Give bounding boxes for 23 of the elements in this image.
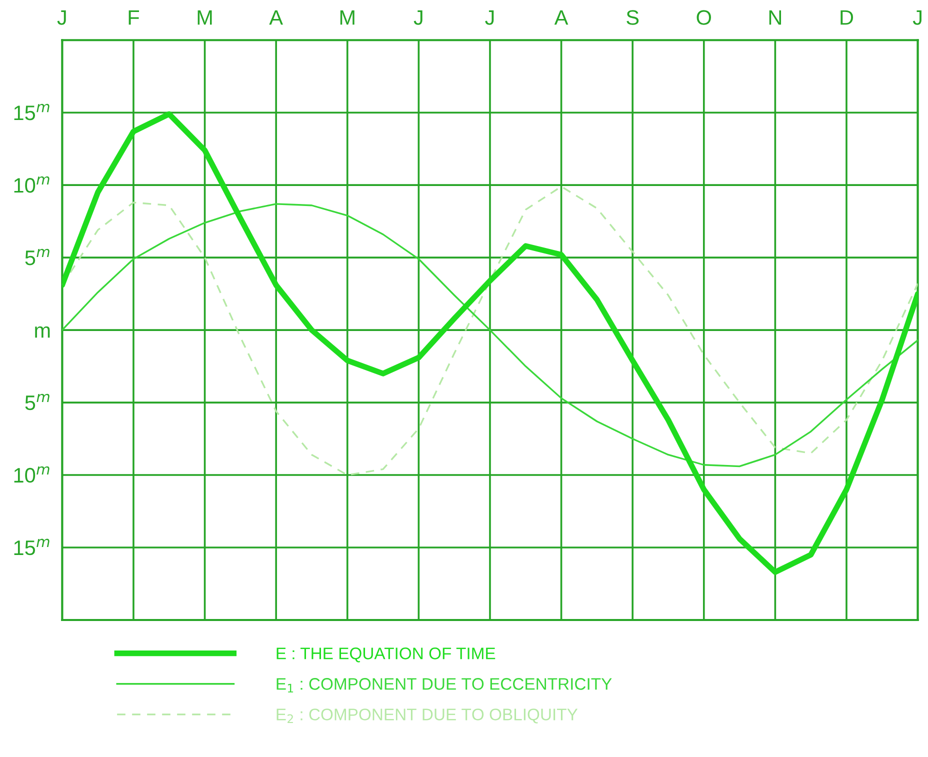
- x-tick-label: M: [340, 10, 354, 25]
- x-tick-label: M: [198, 10, 212, 25]
- x-tick-label: J: [57, 10, 66, 25]
- x-tick-label: S: [626, 10, 639, 25]
- x-tick-label: F: [128, 10, 140, 25]
- text: E : THE EQUATION OF TIME: [276, 648, 496, 662]
- y-tick-label: 15$^{m}$: [14, 538, 50, 556]
- x-tick-label: J: [485, 10, 494, 25]
- text: E$_{2}$ : COMPONENT DUE TO OBLIQUITY: [276, 708, 578, 724]
- y-tick-label: 5$^{m}$: [25, 248, 50, 266]
- x-tick-label: D: [840, 10, 854, 25]
- y-tick-label: 10$^{m}$: [14, 466, 50, 483]
- x-tick-label: A: [554, 10, 568, 25]
- y-tick-label: 5$^{m}$: [25, 394, 50, 410]
- x-tick-label: O: [696, 10, 711, 25]
- x-tick-label: A: [269, 10, 283, 25]
- text: E$_{1}$ : COMPONENT DUE TO ECCENTRICITY: [276, 678, 612, 692]
- x-tick-label: J: [414, 10, 422, 25]
- x-tick-label: N: [769, 10, 782, 25]
- y-tick-label: 15$^{m}$: [14, 104, 50, 120]
- y-tick-label: m: [35, 326, 50, 338]
- y-tick-label: 10$^{m}$: [14, 176, 50, 193]
- x-tick-label: J: [912, 10, 922, 25]
